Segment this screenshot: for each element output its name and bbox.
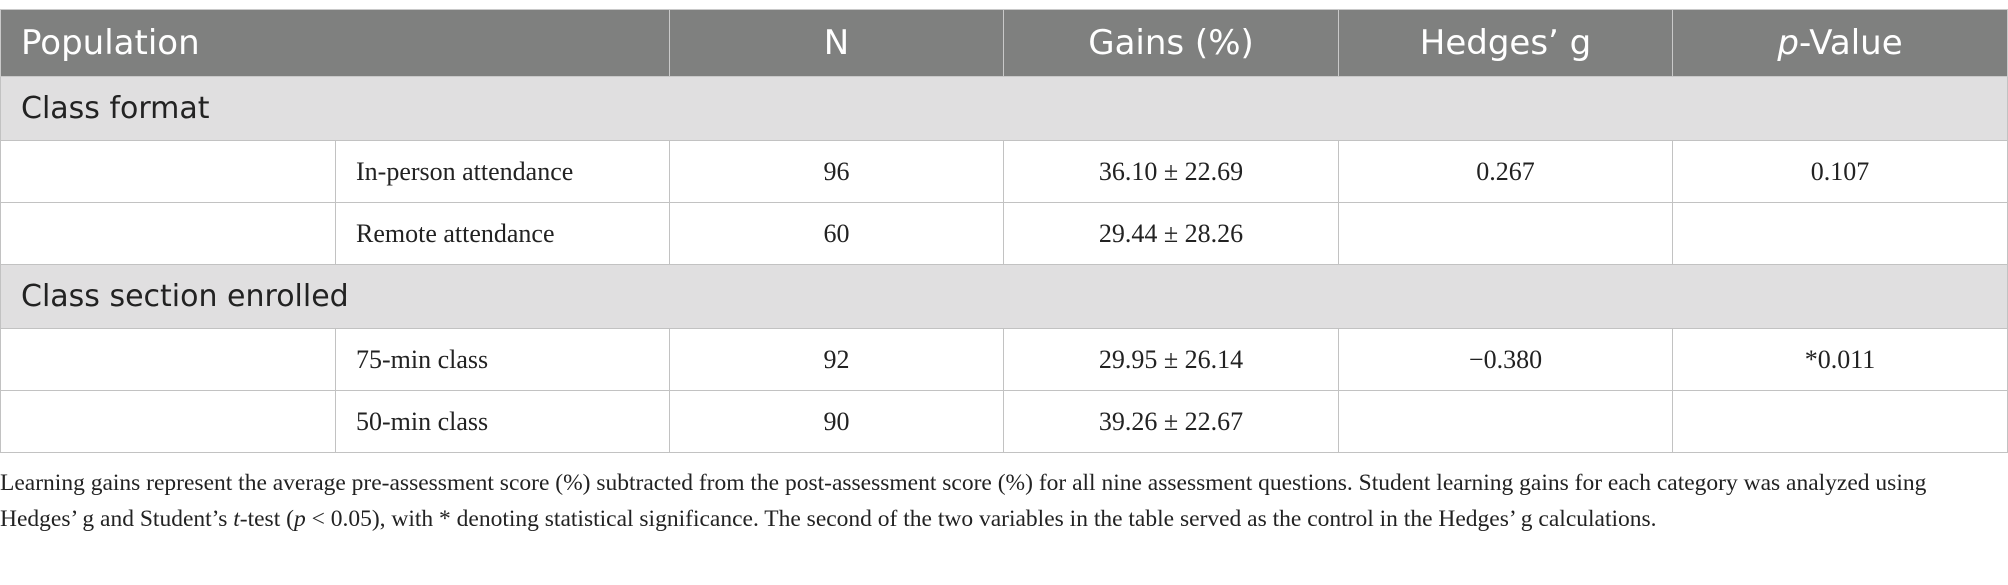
header-p-value: p-Value xyxy=(1672,9,2008,77)
gains-cell: 39.26 ± 22.67 xyxy=(1003,390,1340,453)
indent-cell xyxy=(0,202,336,265)
section-row-class-format: Class format xyxy=(0,76,2008,141)
caption-text-2: -test ( xyxy=(239,506,294,532)
header-p-italic: p xyxy=(1777,23,1799,63)
n-cell: 60 xyxy=(669,202,1005,265)
row-label: 50-min class xyxy=(334,390,671,453)
gains-cell: 36.10 ± 22.69 xyxy=(1003,140,1340,203)
hedges-cell xyxy=(1338,390,1674,453)
caption-text-1: Learning gains represent the average pre… xyxy=(0,470,1927,532)
hedges-cell: 0.267 xyxy=(1338,140,1674,203)
header-p-rest: -Value xyxy=(1798,23,1903,63)
section-title: Class section enrolled xyxy=(0,264,2008,329)
header-hedges-g: Hedges’ g xyxy=(1338,9,1674,77)
p-value-cell xyxy=(1672,390,2008,453)
hedges-cell xyxy=(1338,202,1674,265)
n-cell: 96 xyxy=(669,140,1005,203)
gains-cell: 29.95 ± 26.14 xyxy=(1003,328,1340,391)
row-label: In-person attendance xyxy=(334,140,671,203)
header-row: Population N Gains (%) Hedges’ g p-Value xyxy=(0,9,2008,77)
table-row: Remote attendance 60 29.44 ± 28.26 xyxy=(0,202,2008,265)
row-label: 75-min class xyxy=(334,328,671,391)
results-table: Population N Gains (%) Hedges’ g p-Value… xyxy=(0,9,2008,453)
p-value-cell: 0.107 xyxy=(1672,140,2008,203)
indent-cell xyxy=(0,140,336,203)
header-gains: Gains (%) xyxy=(1003,9,1340,77)
header-n: N xyxy=(669,9,1005,77)
section-title: Class format xyxy=(0,76,2008,141)
header-population: Population xyxy=(0,9,671,77)
indent-cell xyxy=(0,390,336,453)
table-row: 50-min class 90 39.26 ± 22.67 xyxy=(0,390,2008,453)
p-value-cell xyxy=(1672,202,2008,265)
table-caption: Learning gains represent the average pre… xyxy=(0,465,2000,537)
hedges-cell: −0.380 xyxy=(1338,328,1674,391)
gains-cell: 29.44 ± 28.26 xyxy=(1003,202,1340,265)
row-label: Remote attendance xyxy=(334,202,671,265)
caption-text-3: < 0.05), with * denoting statistical sig… xyxy=(305,506,1657,532)
caption-t-italic: t xyxy=(233,506,240,532)
caption-p-italic: p xyxy=(293,506,306,532)
p-value-cell: *0.011 xyxy=(1672,328,2008,391)
n-cell: 92 xyxy=(669,328,1005,391)
table-row: In-person attendance 96 36.10 ± 22.69 0.… xyxy=(0,140,2008,203)
n-cell: 90 xyxy=(669,390,1005,453)
section-row-class-section: Class section enrolled xyxy=(0,264,2008,329)
table-row: 75-min class 92 29.95 ± 26.14 −0.380 *0.… xyxy=(0,328,2008,391)
indent-cell xyxy=(0,328,336,391)
